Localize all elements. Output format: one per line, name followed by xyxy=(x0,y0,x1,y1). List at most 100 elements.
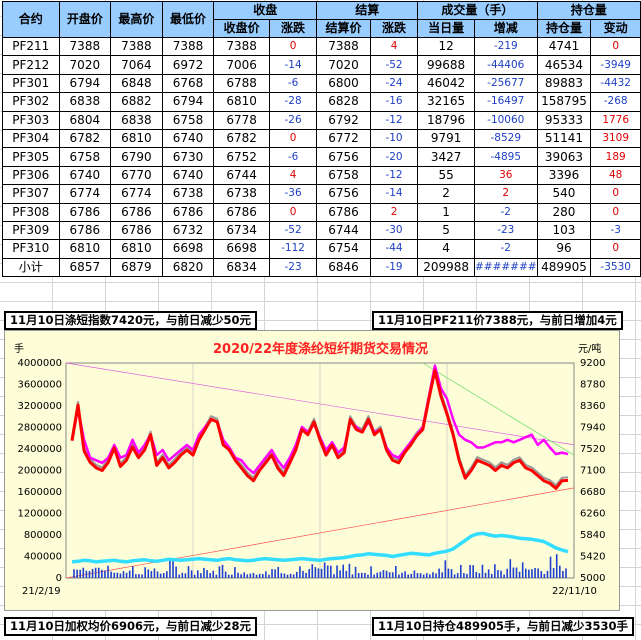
table-cell: 36 xyxy=(473,165,538,186)
table-cell: -3530 xyxy=(590,257,641,278)
table-cell: -30 xyxy=(369,220,419,241)
table-cell: 51141 xyxy=(536,128,592,149)
table-cell: 6754 xyxy=(316,239,371,259)
table-cell: 6810 xyxy=(110,128,163,149)
table-cell: 6744 xyxy=(316,220,371,241)
table-cell: 6788 xyxy=(213,73,270,94)
table-cell: -44 xyxy=(369,239,419,259)
table-cell: 89883 xyxy=(536,73,592,94)
table-cell: -3 xyxy=(590,220,641,241)
table-cell: -8529 xyxy=(473,128,538,149)
banner-pf211-price: 11月10日PF211价7388元，与前日增加4元 xyxy=(372,311,623,330)
col-header-settle-price: 结算价 xyxy=(316,19,371,38)
table-cell: 6782 xyxy=(58,128,112,149)
table-row: PF308 6786 6786 6786 6786 0 6786 2 1 -2 280 0 xyxy=(2,202,641,222)
table-cell: PF308 xyxy=(2,202,60,222)
table-cell: PF309 xyxy=(2,220,60,241)
col-header-low: 最低价 xyxy=(161,1,215,38)
table-cell: -219 xyxy=(473,36,538,57)
table-cell: 6740 xyxy=(161,128,215,149)
col-group-volume: 成交量（手） xyxy=(417,1,538,20)
table-cell: 3109 xyxy=(590,128,641,149)
table-cell: 6732 xyxy=(161,220,215,241)
table-cell: 7388 xyxy=(110,36,163,57)
table-cell: 4 xyxy=(369,36,419,57)
table-cell: -16497 xyxy=(473,92,538,112)
table-cell: 32165 xyxy=(417,92,475,112)
table-cell: -12 xyxy=(369,165,419,186)
table-cell: PF310 xyxy=(2,239,60,259)
table-cell: 3396 xyxy=(536,165,592,186)
table-cell: 6834 xyxy=(213,257,270,278)
table-cell: 6820 xyxy=(161,257,215,278)
banner-open-interest: 11月10日持仓489905手，与前日减少3530手 xyxy=(372,617,635,636)
table-cell: 0 xyxy=(590,184,641,204)
table-cell: 1776 xyxy=(590,110,641,130)
table-cell: 6810 xyxy=(213,92,270,112)
table-row: PF310 6810 6810 6698 6698 -112 6754 -44 4 -2 96 0 xyxy=(2,239,641,259)
table-cell: -26 xyxy=(268,110,318,130)
table-cell: PF304 xyxy=(2,128,60,149)
table-cell: -28 xyxy=(268,92,318,112)
table-cell: 7006 xyxy=(213,55,270,75)
table-cell: 7388 xyxy=(161,36,215,57)
table-row: PF306 6740 6770 6740 6744 4 6758 -12 55 36 3396 48 xyxy=(2,165,641,186)
table-cell: 6752 xyxy=(213,147,270,167)
table-cell: 6800 xyxy=(316,73,371,94)
col-header-oi: 持仓量 xyxy=(536,19,592,38)
table-cell: 6786 xyxy=(110,202,163,222)
table-cell: PF301 xyxy=(2,73,60,94)
table-cell: 489905 xyxy=(536,257,592,278)
futures-quote-table: 合约 开盘价 最高价 最低价 收盘 结算 成交量（手） 持仓量 收盘价 涨跌 结… xyxy=(2,1,641,278)
table-cell: 280 xyxy=(536,202,592,222)
table-cell: 46534 xyxy=(536,55,592,75)
table-cell: 6698 xyxy=(213,239,270,259)
table-cell: -14 xyxy=(369,184,419,204)
table-cell: PF307 xyxy=(2,184,60,204)
table-row: PF212 7020 7064 6972 7006 -14 7020 -52 99688 -444… xyxy=(2,55,641,75)
table-cell: PF303 xyxy=(2,110,60,130)
table-cell: -19 xyxy=(369,257,419,278)
table-cell: 9791 xyxy=(417,128,475,149)
col-header-close-price: 收盘价 xyxy=(213,19,270,38)
col-header-contract: 合约 xyxy=(2,1,60,38)
table-cell: 小计 xyxy=(2,257,60,278)
table-cell: 6774 xyxy=(58,184,112,204)
table-cell: 6972 xyxy=(161,55,215,75)
table-cell: 6734 xyxy=(213,220,270,241)
table-cell: 7064 xyxy=(110,55,163,75)
table-cell: 18796 xyxy=(417,110,475,130)
table-cell: 48 xyxy=(590,165,641,186)
table-row: PF307 6774 6774 6738 6738 -36 6756 -14 2 2 540 0 xyxy=(2,184,641,204)
table-header-row-1: 合约 开盘价 最高价 最低价 收盘 结算 成交量（手） 持仓量 xyxy=(2,1,641,38)
col-group-open-interest: 持仓量 xyxy=(536,1,641,20)
table-cell: -6 xyxy=(268,73,318,94)
banner-weighted-avg: 11月10日加权均价6906元，与前日减少28元 xyxy=(4,617,258,636)
col-header-oi-change: 变动 xyxy=(590,19,641,38)
table-cell: 5 xyxy=(417,220,475,241)
table-cell: 6857 xyxy=(58,257,112,278)
table-cell: -24 xyxy=(369,73,419,94)
table-cell: 103 xyxy=(536,220,592,241)
table-cell: 6758 xyxy=(58,147,112,167)
table-cell: -3949 xyxy=(590,55,641,75)
table-cell: 6774 xyxy=(110,184,163,204)
table-cell: 0 xyxy=(268,202,318,222)
col-header-day-volume: 当日量 xyxy=(417,19,475,38)
table-cell: -14 xyxy=(268,55,318,75)
table-cell: 7388 xyxy=(58,36,112,57)
table-cell: -25677 xyxy=(473,73,538,94)
table-cell: -52 xyxy=(369,55,419,75)
table-cell: 6758 xyxy=(316,165,371,186)
table-cell: PF306 xyxy=(2,165,60,186)
table-cell: -52 xyxy=(268,220,318,241)
table-cell: -23 xyxy=(473,220,538,241)
table-cell: 6740 xyxy=(161,165,215,186)
table-cell: -4432 xyxy=(590,73,641,94)
table-cell: 6772 xyxy=(316,128,371,149)
table-cell: 4 xyxy=(268,165,318,186)
table-cell: 12 xyxy=(417,36,475,57)
table-cell: 189 xyxy=(590,147,641,167)
table-cell: -268 xyxy=(590,92,641,112)
table-cell: 0 xyxy=(590,202,641,222)
